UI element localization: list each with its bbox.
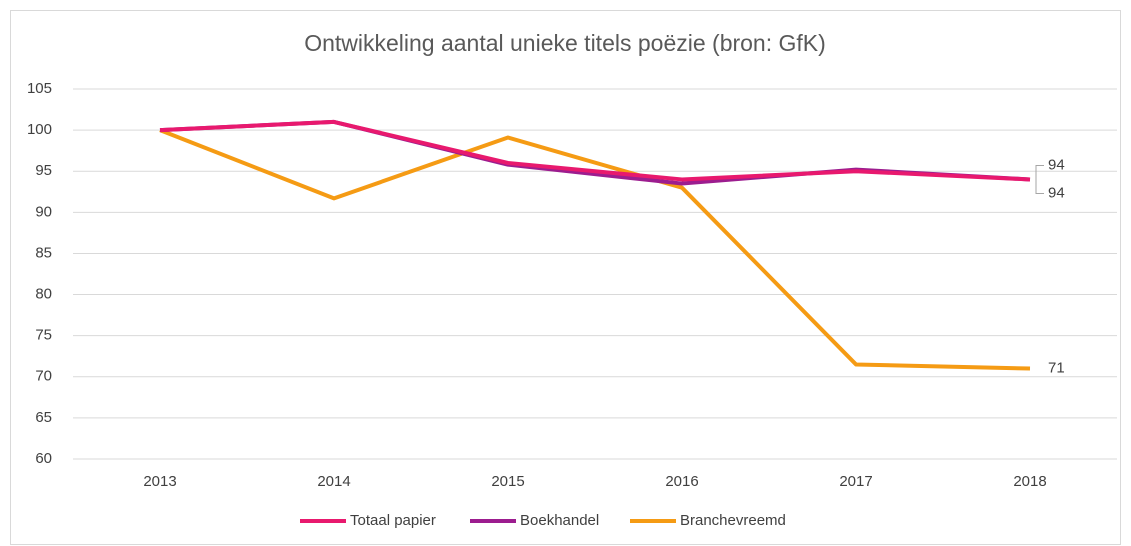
x-tick-label: 2017 — [839, 473, 872, 490]
y-tick-label: 85 — [35, 244, 52, 261]
x-tick-label: 2013 — [143, 473, 176, 490]
y-tick-label: 60 — [35, 450, 52, 467]
y-tick-label: 75 — [35, 327, 52, 344]
chart-title: Ontwikkeling aantal unieke titels poëzie… — [304, 30, 826, 56]
y-tick-label: 65 — [35, 409, 52, 426]
y-tick-label: 100 — [27, 121, 52, 138]
x-tick-label: 2015 — [491, 473, 524, 490]
line-series — [159, 119, 1031, 182]
y-tick-label: 105 — [27, 80, 52, 97]
data-label: 71 — [1048, 360, 1065, 377]
y-tick-label: 70 — [35, 368, 52, 385]
data-label: 94 — [1048, 156, 1065, 173]
legend-label: Totaal papier — [350, 512, 436, 529]
chart-border — [10, 10, 1121, 545]
label-connector — [1035, 164, 1044, 180]
data-label: 94 — [1048, 184, 1065, 201]
x-tick-label: 2016 — [665, 473, 698, 490]
y-tick-label: 90 — [35, 203, 52, 220]
y-tick-label: 80 — [35, 286, 52, 303]
x-tick-label: 2018 — [1013, 473, 1046, 490]
y-tick-label: 95 — [35, 162, 52, 179]
line-series — [159, 128, 1031, 371]
legend-label: Boekhandel — [520, 512, 599, 529]
legend-label: Branchevreemd — [680, 512, 786, 529]
x-tick-label: 2014 — [317, 473, 350, 490]
label-connector — [1035, 179, 1044, 194]
